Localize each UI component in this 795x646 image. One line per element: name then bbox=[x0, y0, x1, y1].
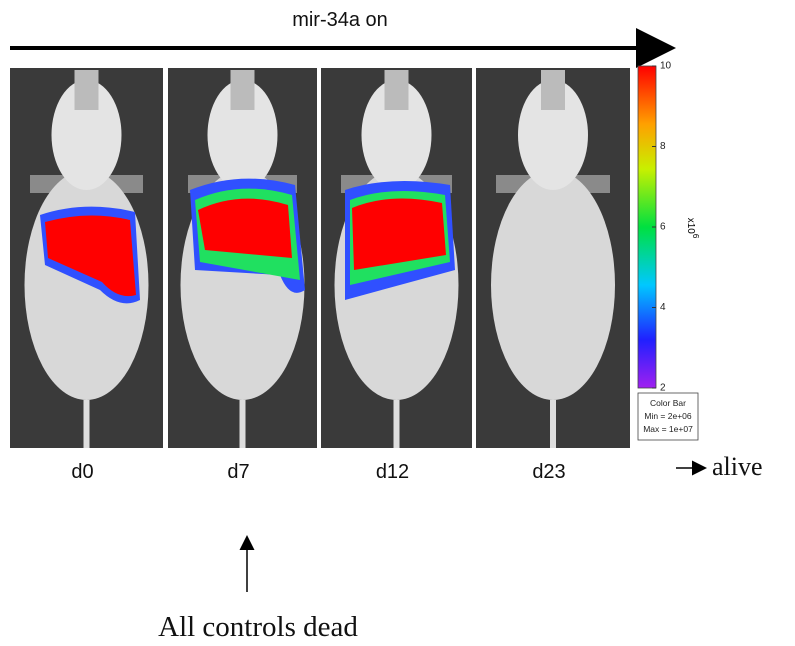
mouse-head bbox=[361, 80, 432, 190]
tick-label: 2 bbox=[660, 383, 666, 394]
panels: d0 d7 d12 d23 bbox=[10, 68, 630, 483]
mouse-nose-cone bbox=[541, 70, 565, 110]
tick-label: 6 bbox=[660, 222, 666, 233]
panel-label: d7 bbox=[227, 461, 249, 483]
exponent: 6 bbox=[691, 234, 700, 239]
mouse-head bbox=[207, 80, 278, 190]
signal bbox=[45, 215, 136, 297]
outcome-label: alive bbox=[712, 452, 763, 481]
panel-label: d12 bbox=[376, 461, 409, 483]
mouse-body bbox=[491, 170, 615, 400]
mouse-nose-cone bbox=[384, 70, 409, 110]
color-bar-unit: x106 bbox=[685, 218, 700, 239]
legend-line: Color Bar bbox=[650, 398, 686, 408]
mouse-nose-cone bbox=[74, 70, 99, 110]
legend-line: Min = 2e+06 bbox=[644, 411, 692, 421]
title: mir-34a on bbox=[292, 9, 388, 31]
color-bar-legend bbox=[637, 392, 699, 441]
mouse-head bbox=[51, 80, 122, 190]
tick-label: 10 bbox=[660, 61, 672, 72]
panel-label: d0 bbox=[71, 461, 93, 483]
annotation: All controls dead bbox=[158, 611, 358, 643]
panel-label: d23 bbox=[532, 461, 565, 483]
tick-label: 8 bbox=[660, 141, 666, 152]
unit: x10 bbox=[685, 218, 696, 235]
tick-label: 4 bbox=[660, 302, 666, 313]
signal bbox=[352, 198, 446, 270]
legend-line: Max = 1e+07 bbox=[643, 424, 693, 434]
mouse-nose-cone bbox=[230, 70, 255, 110]
signal bbox=[198, 198, 292, 258]
color-bar-ticks: 2 4 6 8 10 bbox=[652, 61, 672, 394]
mouse-head bbox=[518, 80, 588, 190]
